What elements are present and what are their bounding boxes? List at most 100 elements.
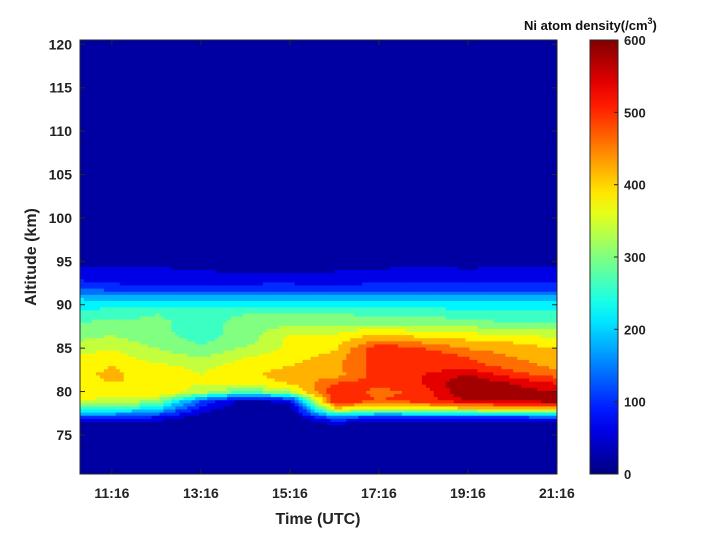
contour-cell xyxy=(250,393,256,398)
contour-cell xyxy=(179,424,184,429)
contour-cell xyxy=(123,384,129,388)
contour-cell xyxy=(286,387,292,391)
contour-cell xyxy=(235,387,240,391)
contour-cell xyxy=(115,390,121,394)
contour-cell xyxy=(533,427,538,432)
contour-cell xyxy=(239,377,244,382)
contour-cell xyxy=(485,433,491,438)
contour-cell xyxy=(242,365,248,370)
contour-cell xyxy=(545,467,550,472)
contour-cell xyxy=(553,418,557,422)
contour-cell xyxy=(135,412,141,416)
contour-cell xyxy=(282,359,288,363)
contour-cell xyxy=(207,368,212,373)
contour-cell xyxy=(127,396,133,401)
contour-cell xyxy=(171,374,176,379)
contour-cell xyxy=(298,356,304,360)
contour-cell xyxy=(545,356,550,360)
contour-cell xyxy=(437,436,443,441)
contour-cell xyxy=(99,399,105,404)
contour-cell xyxy=(378,362,383,367)
contour-cell xyxy=(338,396,343,401)
contour-cell xyxy=(405,402,411,407)
contour-cell xyxy=(199,346,204,351)
contour-cell xyxy=(513,381,518,385)
contour-cell xyxy=(254,427,260,432)
contour-cell xyxy=(553,390,557,394)
contour-cell xyxy=(350,343,355,348)
contour-cell xyxy=(330,374,335,379)
contour-cell xyxy=(83,436,89,441)
contour-cell xyxy=(115,415,121,419)
contour-cell xyxy=(87,377,93,382)
contour-cell xyxy=(405,393,411,398)
contour-cell xyxy=(354,470,359,474)
contour-cell xyxy=(394,446,399,450)
contour-cell xyxy=(119,458,125,463)
contour-cell xyxy=(246,393,252,398)
contour-cell xyxy=(441,359,447,363)
contour-cell xyxy=(457,424,463,429)
contour-cell xyxy=(461,402,467,407)
plot-area xyxy=(80,40,557,474)
contour-cell xyxy=(501,396,506,401)
contour-cell xyxy=(398,365,403,370)
contour-cell xyxy=(246,430,252,435)
contour-cell xyxy=(358,343,363,348)
contour-cell xyxy=(338,393,343,398)
contour-cell xyxy=(139,430,145,435)
contour-cell xyxy=(409,371,415,376)
contour-cell xyxy=(362,402,367,407)
contour-cell xyxy=(358,455,363,460)
contour-cell xyxy=(374,390,379,394)
contour-cell xyxy=(290,427,296,432)
contour-cell xyxy=(477,470,483,474)
contour-cell xyxy=(231,467,236,472)
contour-cell xyxy=(370,396,375,401)
contour-cell xyxy=(314,399,320,404)
contour-cell xyxy=(250,433,256,438)
contour-cell xyxy=(306,436,312,441)
contour-cell xyxy=(509,374,514,379)
contour-cell xyxy=(437,381,443,385)
contour-cell xyxy=(195,424,200,429)
contour-cell xyxy=(199,390,204,394)
contour-cell xyxy=(401,353,407,357)
contour-cell xyxy=(147,359,153,363)
contour-cell xyxy=(127,399,133,404)
contour-cell xyxy=(95,399,101,404)
contour-cell xyxy=(489,374,494,379)
contour-cell xyxy=(449,362,455,367)
contour-cell xyxy=(433,387,439,391)
contour-cell xyxy=(421,421,427,425)
contour-cell xyxy=(449,377,455,382)
contour-cell xyxy=(155,399,161,404)
contour-cell xyxy=(413,430,419,435)
contour-cell xyxy=(477,359,483,363)
contour-cell xyxy=(370,455,375,460)
contour-cell xyxy=(525,405,530,410)
contour-cell xyxy=(239,464,244,469)
contour-cell xyxy=(151,402,157,407)
contour-cell xyxy=(521,458,526,463)
contour-cell xyxy=(83,412,89,416)
contour-cell xyxy=(398,418,403,422)
contour-cell xyxy=(366,346,371,351)
contour-cell xyxy=(195,374,200,379)
contour-cell xyxy=(461,365,467,370)
contour-cell xyxy=(425,443,431,447)
contour-cell xyxy=(553,399,557,404)
contour-cell xyxy=(231,399,236,404)
contour-cell xyxy=(239,421,244,425)
contour-cell xyxy=(326,396,332,401)
contour-cell xyxy=(549,418,554,422)
contour-cell xyxy=(437,359,443,363)
contour-cell xyxy=(553,443,557,447)
contour-cell xyxy=(163,387,169,391)
contour-cell xyxy=(119,399,125,404)
contour-cell xyxy=(441,396,447,401)
contour-cell xyxy=(199,343,204,348)
contour-cell xyxy=(314,464,320,469)
contour-cell xyxy=(199,443,204,447)
contour-cell xyxy=(143,470,149,474)
